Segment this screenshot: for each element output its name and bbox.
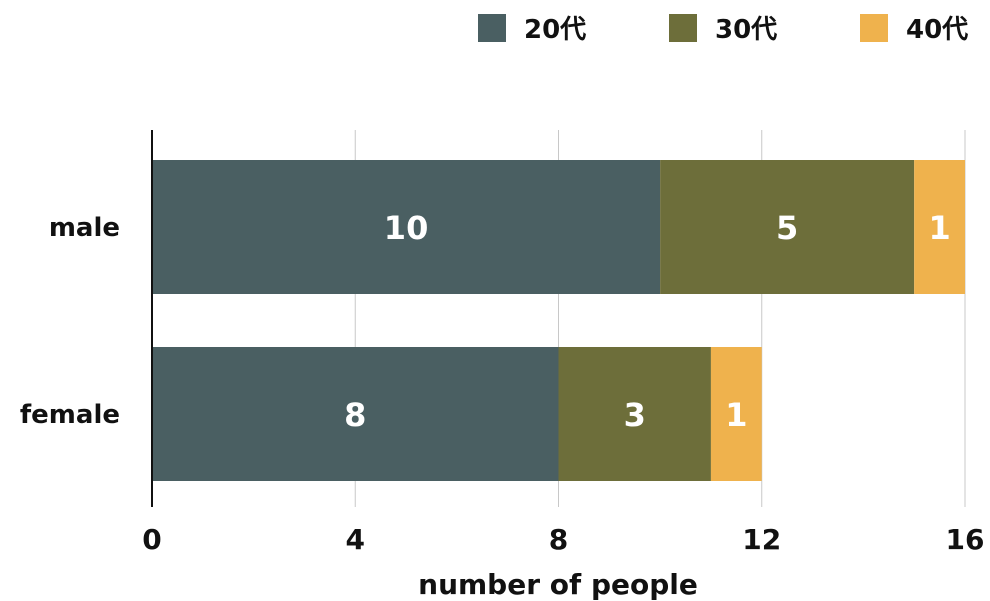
bar-value-label: 1 xyxy=(928,209,950,247)
legend-swatch xyxy=(860,14,888,42)
x-axis-title: number of people xyxy=(418,568,698,601)
legend-item: 40代 xyxy=(860,14,968,45)
bar-segment xyxy=(710,347,762,481)
x-tick-label: 0 xyxy=(142,523,161,556)
bar-value-label: 5 xyxy=(776,209,798,247)
axes: male female 0 4 8 12 16 xyxy=(20,130,985,556)
bars xyxy=(152,160,965,481)
y-tick-label: female xyxy=(20,400,120,430)
bar-segment xyxy=(558,347,711,481)
x-tick-label: 12 xyxy=(742,523,781,556)
bar-value-label: 1 xyxy=(725,396,747,434)
legend: 20代 30代 40代 xyxy=(478,14,968,45)
legend-label: 30代 xyxy=(715,15,777,45)
bar-value-label: 3 xyxy=(624,396,646,434)
bar-segment xyxy=(152,160,661,294)
legend-item: 20代 xyxy=(478,14,586,45)
legend-label: 40代 xyxy=(906,15,968,45)
bar-value-label: 10 xyxy=(384,209,429,247)
bar-value-labels: 10 5 1 8 3 1 xyxy=(344,209,951,434)
legend-label: 20代 xyxy=(524,15,586,45)
x-tick-label: 8 xyxy=(549,523,568,556)
legend-item: 30代 xyxy=(669,14,777,45)
legend-swatch xyxy=(669,14,697,42)
y-tick-label: male xyxy=(49,213,120,243)
bar-segment xyxy=(152,347,559,481)
bar-segment xyxy=(914,160,965,294)
x-tick-label: 16 xyxy=(946,523,985,556)
x-tick-label: 4 xyxy=(346,523,365,556)
legend-swatch xyxy=(478,14,506,42)
bar-segment xyxy=(660,160,915,294)
bar-value-label: 8 xyxy=(344,396,366,434)
